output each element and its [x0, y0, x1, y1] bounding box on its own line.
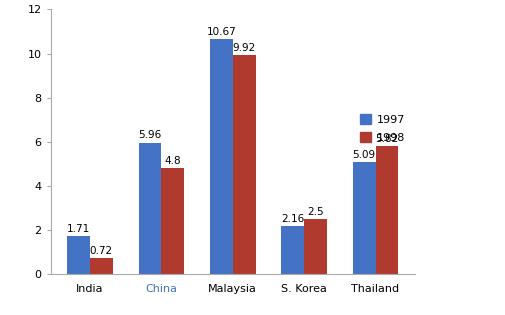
Text: 9.92: 9.92 — [232, 43, 256, 53]
Bar — [67, 236, 90, 274]
Text: 2.16: 2.16 — [281, 214, 304, 224]
Text: 5.09: 5.09 — [352, 150, 375, 160]
Bar — [138, 143, 161, 274]
Text: 10.67: 10.67 — [206, 26, 236, 37]
Bar — [210, 39, 232, 274]
Text: 1.71: 1.71 — [67, 224, 90, 234]
Text: 0.72: 0.72 — [90, 246, 113, 256]
Text: 4.8: 4.8 — [164, 156, 181, 166]
Text: 5.96: 5.96 — [138, 130, 161, 140]
Bar — [90, 258, 113, 274]
Text: 5.82: 5.82 — [375, 134, 398, 144]
Text: 2.5: 2.5 — [307, 207, 323, 217]
Bar — [375, 146, 397, 274]
Bar — [352, 162, 375, 274]
Bar — [232, 55, 255, 274]
Bar — [161, 168, 184, 274]
Legend: 1997, 1998: 1997, 1998 — [355, 110, 409, 147]
Bar — [304, 219, 326, 274]
Bar — [281, 226, 304, 274]
